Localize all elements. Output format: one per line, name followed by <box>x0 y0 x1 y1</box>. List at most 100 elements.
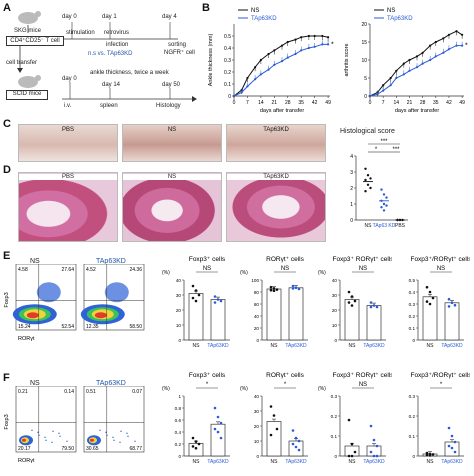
data-point <box>347 290 351 294</box>
bar-chart-unit: (%) <box>240 270 248 276</box>
y-tick-label: 0 <box>178 454 181 459</box>
flow-event-dot <box>31 429 33 431</box>
panel-letter-c: C <box>3 118 11 130</box>
y-tick-label: 40 <box>176 278 182 283</box>
quadrant-value-ur: 0.07 <box>132 389 142 395</box>
data-point <box>272 414 276 417</box>
quadrant-value-ll: 15.24 <box>18 324 31 330</box>
quadrant-value-ll: 20.17 <box>18 446 31 452</box>
x-tick-label: NS <box>427 343 435 349</box>
bar-NS <box>188 443 204 457</box>
data-point <box>194 289 198 292</box>
panel-letter-f: F <box>3 372 10 384</box>
data-point <box>219 436 223 440</box>
quadrant-value-ul: 0.51 <box>86 389 96 395</box>
y-tick-label: 3 <box>350 170 353 176</box>
y-tick-label: 0.3 <box>409 394 416 399</box>
flow-event-dot <box>45 439 47 441</box>
flow-event-dot <box>52 430 54 432</box>
bar-chart-title: Foxp3⁺ cells <box>189 256 226 263</box>
data-point <box>402 73 405 76</box>
data-point <box>369 301 373 304</box>
data-point <box>461 44 464 47</box>
data-point <box>272 287 276 290</box>
data-point <box>382 84 385 87</box>
data-point <box>297 439 301 443</box>
data-point <box>385 196 388 199</box>
data-point <box>447 444 451 448</box>
data-point <box>246 76 249 80</box>
data-point <box>450 446 454 450</box>
data-point <box>364 178 367 182</box>
data-point <box>240 91 243 94</box>
data-point <box>375 444 379 448</box>
series-line-NS <box>369 30 463 97</box>
data-point <box>326 43 330 46</box>
histology-ns: NS <box>122 172 222 242</box>
paw-photo-label: PBS <box>61 127 74 133</box>
data-point <box>447 33 451 36</box>
series-line-TAp63KD <box>369 45 463 97</box>
flow-event-dot <box>113 439 115 441</box>
data-point <box>313 45 316 48</box>
y-tick-label: 40 <box>254 394 260 399</box>
data-point <box>326 36 330 39</box>
y-tick-label: 20 <box>332 308 338 313</box>
data-point <box>447 426 451 430</box>
bar-chart-unit: (%) <box>318 270 326 276</box>
x-tick-label: TAp63 KD <box>373 223 396 229</box>
legend-label-ns: NS <box>251 8 259 14</box>
flow-x-axis-label: RORγt <box>18 458 35 464</box>
y-tick-label: 0.8 <box>175 406 182 411</box>
flow-event-dot <box>51 441 53 443</box>
bar-chart-title: Foxp3⁺/RORγt⁺ cells <box>410 372 470 379</box>
data-point <box>372 304 376 307</box>
data-point <box>415 66 419 69</box>
data-point <box>246 85 249 88</box>
x-tick-label: 28 <box>420 100 426 106</box>
data-point <box>434 55 437 58</box>
y-tick-label: 0 <box>334 454 337 459</box>
y-tick-label: 1 <box>350 202 353 208</box>
data-point <box>382 193 386 196</box>
data-point <box>286 56 289 59</box>
bar-TAp63KD <box>366 305 382 341</box>
data-point <box>402 62 405 65</box>
bar-TAp63KD <box>366 445 382 457</box>
data-point <box>375 305 379 309</box>
data-point <box>415 55 419 58</box>
data-point <box>191 284 195 288</box>
skg-mice-label: SKG mice <box>14 28 42 34</box>
data-point <box>431 296 435 300</box>
data-point <box>434 40 437 44</box>
data-point <box>269 285 273 289</box>
data-point <box>380 206 383 209</box>
bar-TAp63KD <box>444 302 460 341</box>
x-tick-label: TAp63KD <box>363 459 385 465</box>
data-point <box>291 284 295 288</box>
sig-label: *** <box>380 139 388 145</box>
quadrant-value-lr: 52.54 <box>61 324 74 330</box>
y-tick-label: 10 <box>361 58 367 64</box>
data-point <box>353 299 357 303</box>
bar-TAp63KD <box>288 287 304 341</box>
sig-label: * <box>206 382 209 388</box>
data-point <box>421 62 424 65</box>
data-point <box>447 48 451 51</box>
data-point <box>350 295 354 298</box>
data-point <box>350 442 354 446</box>
y-tick-label: 4 <box>350 154 353 160</box>
data-point <box>450 434 454 438</box>
flow-density-core <box>90 438 94 442</box>
data-point <box>350 304 354 307</box>
legend-label-kd: TAp63KD <box>251 16 277 22</box>
x-tick-label: NS <box>349 343 357 349</box>
y-tick-label: 10 <box>332 323 338 328</box>
data-point <box>442 51 445 54</box>
bar-chart-title: Foxp3⁺ cells <box>189 372 226 379</box>
bar-TAp63KD <box>210 423 226 457</box>
data-point <box>364 190 367 193</box>
sig-label: * <box>375 147 378 153</box>
flow-density-core <box>94 312 107 319</box>
data-point <box>197 442 201 446</box>
